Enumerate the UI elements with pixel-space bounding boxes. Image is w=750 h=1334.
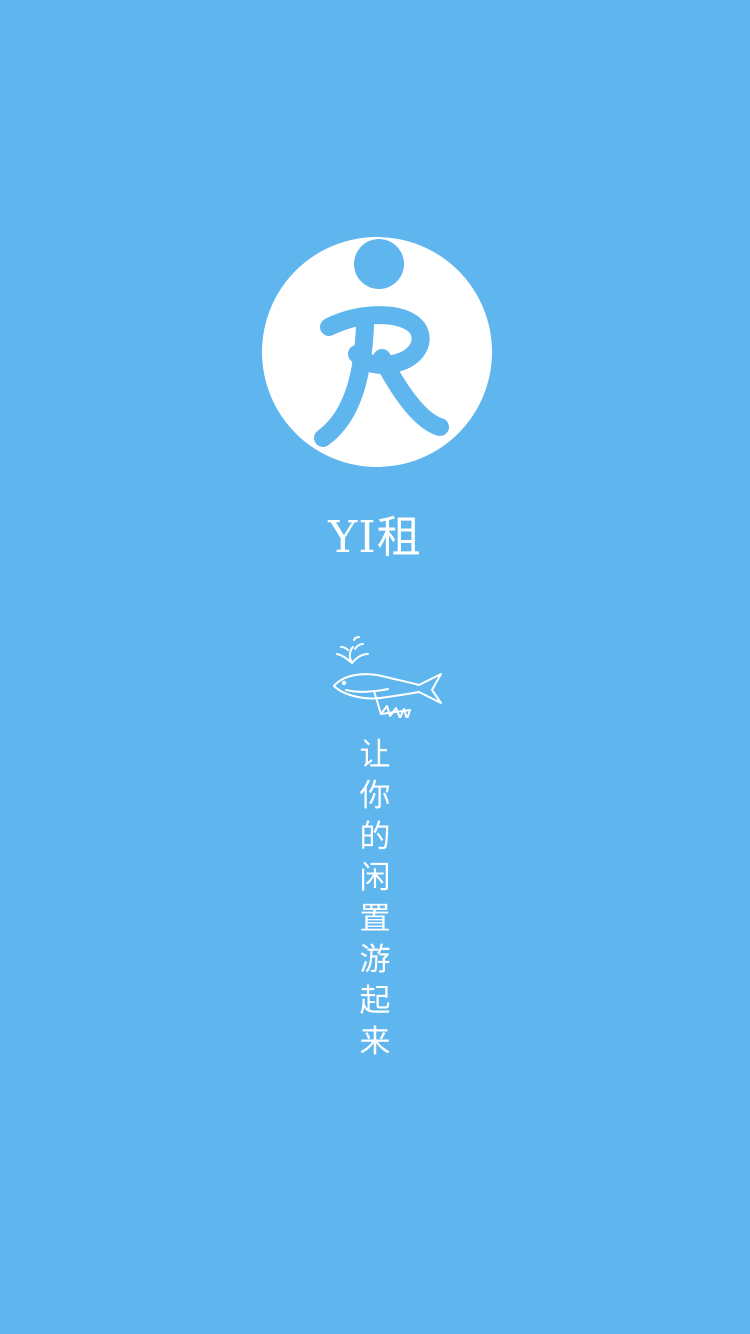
app-logo [262,237,492,467]
slogan-char: 来 [359,1024,391,1060]
slogan-char: 置 [359,901,391,937]
app-name: YI租 [328,512,422,563]
slogan-char: 起 [359,983,391,1019]
slogan-vertical: 让 你 的 闲 置 游 起 来 [340,735,410,1063]
slogan-char: 闲 [359,860,391,896]
slogan-char: 的 [359,819,391,855]
slogan-char: 你 [359,778,391,814]
slogan-char: 游 [359,942,391,978]
whale-icon [333,636,442,718]
slogan-char: 让 [359,737,391,773]
runner-logo-icon [314,239,449,447]
